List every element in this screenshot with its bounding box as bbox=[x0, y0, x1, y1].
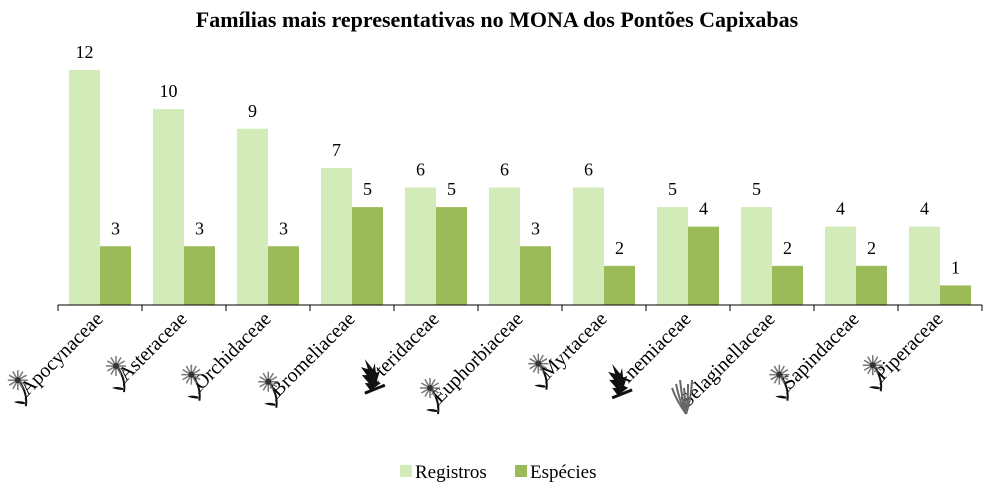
fern-icon bbox=[608, 363, 633, 400]
bar-registros-selaginellaceae bbox=[741, 207, 772, 305]
bar-registros-pteridaceae bbox=[405, 187, 436, 305]
data-label: 4 bbox=[920, 199, 929, 219]
bar-espécies-anemiaceae bbox=[688, 226, 719, 305]
data-label: 7 bbox=[332, 140, 341, 160]
legend-swatch-registros bbox=[400, 465, 412, 477]
bar-registros-apocynaceae bbox=[69, 70, 100, 305]
bar-espécies-selaginellaceae bbox=[772, 265, 803, 305]
data-label: 1 bbox=[951, 257, 960, 277]
data-label: 2 bbox=[615, 238, 624, 258]
bar-espécies-myrtaceae bbox=[604, 265, 635, 305]
bar-registros-euphorbiaceae bbox=[489, 187, 520, 305]
category-label-text: Bromeliaceae bbox=[266, 308, 359, 401]
x-axis bbox=[57, 304, 983, 311]
chart-title: Famílias mais representativas no MONA do… bbox=[196, 7, 799, 32]
category-label-text: Euphorbiaceae bbox=[428, 308, 528, 408]
legend-label-registros: Registros bbox=[415, 462, 487, 483]
category-label-text: Apocynaceae bbox=[16, 308, 108, 400]
data-label: 5 bbox=[363, 179, 372, 199]
bar-espécies-piperaceae bbox=[940, 285, 971, 305]
flower-icon bbox=[105, 356, 134, 393]
bar-registros-anemiaceae bbox=[657, 207, 688, 305]
selaginella-icon bbox=[671, 379, 694, 415]
category-label-text: Asteraceae bbox=[114, 308, 192, 386]
data-label: 5 bbox=[447, 179, 456, 199]
category-label-asteraceae: Asteraceae bbox=[114, 308, 192, 386]
bar-espécies-asteraceae bbox=[184, 246, 215, 305]
data-label: 2 bbox=[867, 238, 876, 258]
flower-icon bbox=[862, 355, 891, 392]
data-label: 6 bbox=[584, 160, 593, 180]
bar-espécies-bromeliaceae bbox=[352, 207, 383, 305]
legend-swatch-especies bbox=[515, 465, 527, 477]
flower-icon bbox=[419, 378, 448, 415]
data-label: 3 bbox=[279, 218, 288, 238]
flower-icon bbox=[7, 370, 36, 407]
bar-espécies-apocynaceae bbox=[100, 246, 131, 305]
category-label-bromeliaceae: Bromeliaceae bbox=[266, 308, 359, 401]
bar-registros-myrtaceae bbox=[573, 187, 604, 305]
category-label-piperaceae: Piperaceae bbox=[871, 308, 948, 385]
bar-espécies-orchidaceae bbox=[268, 246, 299, 305]
data-label: 3 bbox=[111, 218, 120, 238]
bar-registros-sapindaceae bbox=[825, 226, 856, 305]
bar-espécies-euphorbiaceae bbox=[520, 246, 551, 305]
bar-registros-piperaceae bbox=[909, 226, 940, 305]
category-label-apocynaceae: Apocynaceae bbox=[16, 308, 108, 400]
bar-espécies-pteridaceae bbox=[436, 207, 467, 305]
bar-registros-bromeliaceae bbox=[321, 167, 352, 305]
category-label-sapindaceae: Sapindaceae bbox=[777, 308, 863, 394]
fern-icon bbox=[360, 359, 386, 395]
flower-icon bbox=[528, 353, 557, 390]
category-label-text: Myrtaceae bbox=[536, 308, 611, 383]
category-label-myrtaceae: Myrtaceae bbox=[536, 308, 611, 383]
category-labels: Apocynaceae AsteraceaeOrchidaceaeBromelia… bbox=[7, 308, 948, 415]
data-label: 9 bbox=[248, 101, 257, 121]
flower-icon bbox=[181, 364, 210, 401]
data-label: 4 bbox=[699, 199, 708, 219]
flower-icon bbox=[258, 371, 287, 408]
data-label: 3 bbox=[531, 218, 540, 238]
data-label: 2 bbox=[783, 238, 792, 258]
bar-registros-orchidaceae bbox=[237, 128, 268, 305]
data-label: 6 bbox=[500, 160, 509, 180]
bar-espécies-sapindaceae bbox=[856, 265, 887, 305]
data-label: 12 bbox=[76, 42, 94, 62]
data-label: 10 bbox=[160, 81, 178, 101]
legend-label-especies: Espécies bbox=[530, 462, 596, 483]
bar-registros-asteraceae bbox=[153, 109, 184, 306]
category-label-text: Piperaceae bbox=[871, 308, 948, 385]
data-label: 3 bbox=[195, 218, 204, 238]
data-label: 4 bbox=[836, 199, 845, 219]
flower-icon bbox=[769, 364, 798, 401]
data-label: 5 bbox=[752, 179, 761, 199]
data-label: 6 bbox=[416, 160, 425, 180]
category-label-text: Sapindaceae bbox=[777, 308, 863, 394]
data-label: 5 bbox=[668, 179, 677, 199]
category-label-euphorbiaceae: Euphorbiaceae bbox=[428, 308, 528, 408]
bars-layer: 12 3 10 3 9 3 7 5 6 5 6 3 6 2 5 4 5 2 4 2 4 1 bbox=[69, 42, 971, 306]
legend: Registros Espécies bbox=[400, 462, 596, 483]
